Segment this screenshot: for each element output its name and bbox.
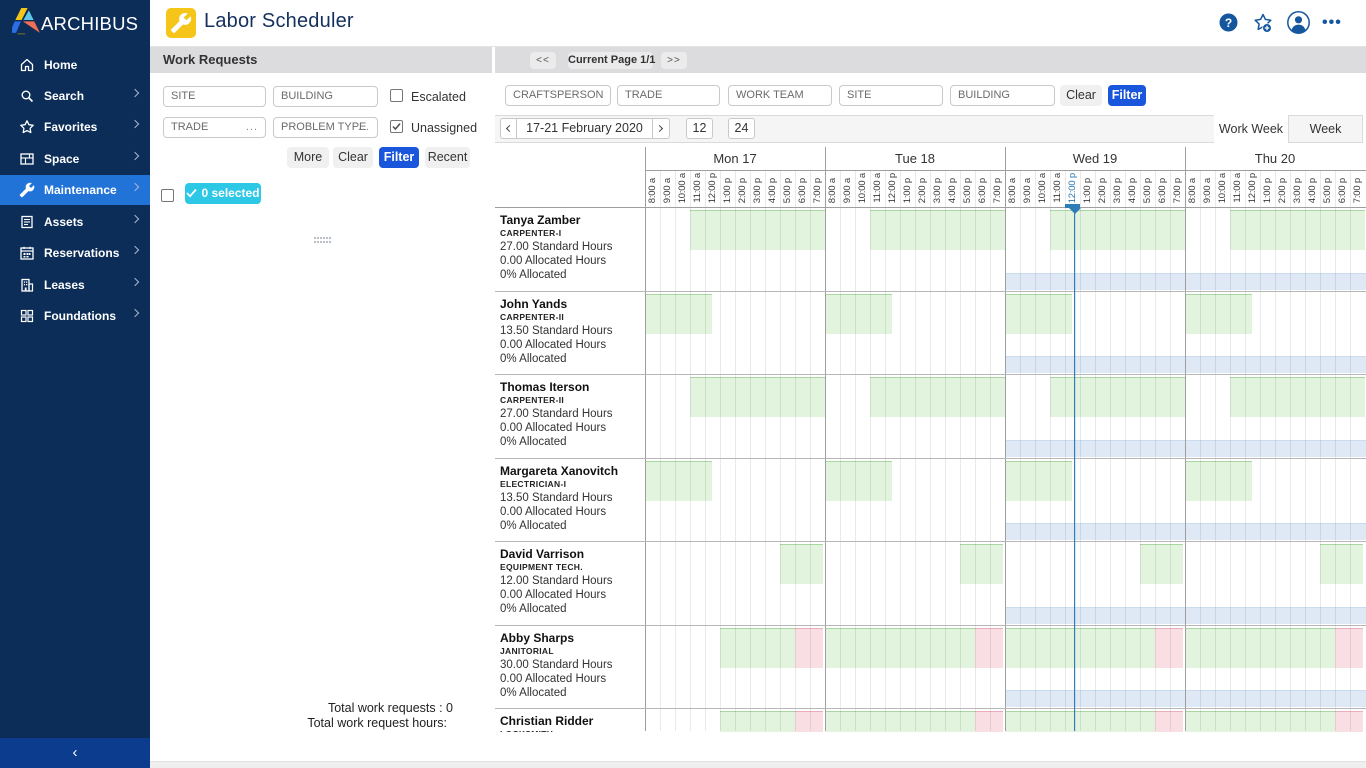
svg-text:?: ? bbox=[1225, 16, 1232, 30]
